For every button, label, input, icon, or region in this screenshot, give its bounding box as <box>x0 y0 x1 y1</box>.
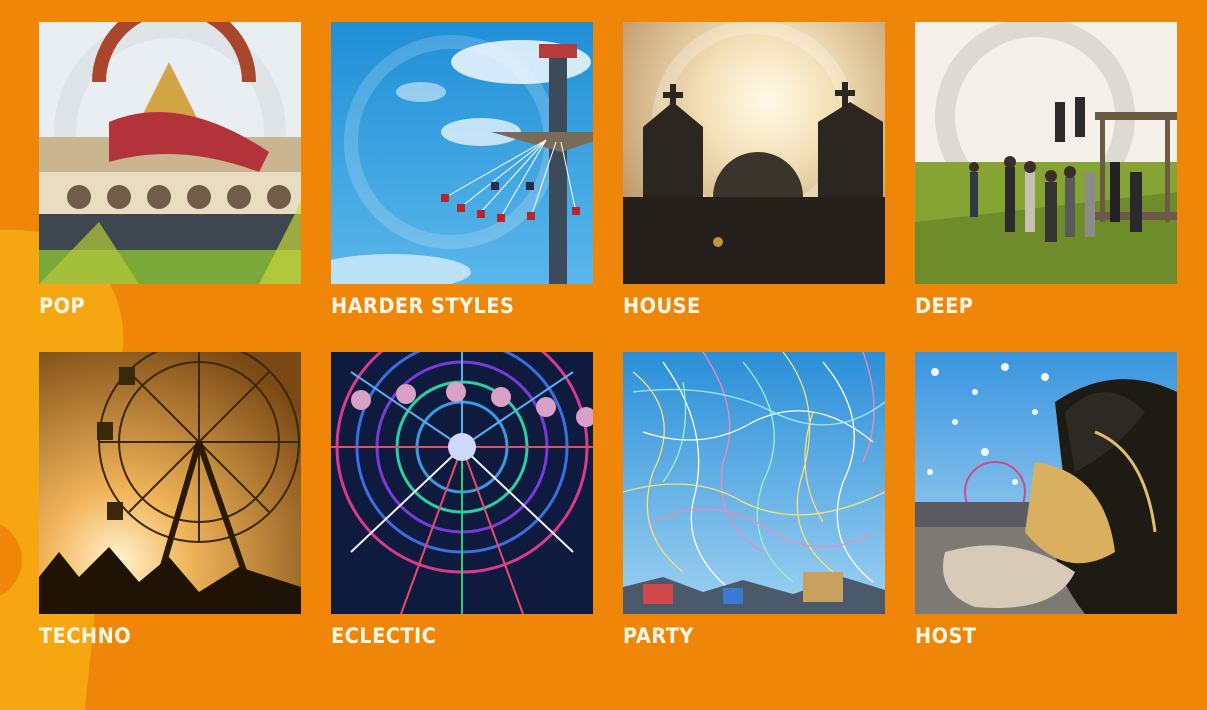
ferris-wheel-sunset-photo[interactable] <box>39 352 301 614</box>
genre-label[interactable]: PARTY <box>623 624 694 648</box>
genre-tile-harder-styles[interactable]: HARDER STYLES <box>331 22 593 352</box>
genre-tile-host[interactable]: HOST <box>915 352 1177 682</box>
genre-label[interactable]: POP <box>39 294 86 318</box>
neon-ferris-wheel-photo[interactable] <box>331 352 593 614</box>
feather-costume-photo[interactable] <box>915 352 1177 614</box>
genre-tile-house[interactable]: HOUSE <box>623 22 885 352</box>
genre-grid: POP <box>39 22 1177 682</box>
genre-tile-techno[interactable]: TECHNO <box>39 352 301 682</box>
decorative-shape <box>0 520 22 600</box>
genre-label[interactable]: DEEP <box>915 294 974 318</box>
genre-tile-eclectic[interactable]: ECLECTIC <box>331 352 593 682</box>
genre-label[interactable]: ECLECTIC <box>331 624 437 648</box>
stage-crowd-photo[interactable] <box>39 22 301 284</box>
swing-ride-photo[interactable] <box>331 22 593 284</box>
genre-label[interactable]: HOUSE <box>623 294 701 318</box>
genre-tile-deep[interactable]: DEEP <box>915 22 1177 352</box>
people-on-grass-photo[interactable] <box>915 22 1177 284</box>
genre-label[interactable]: HARDER STYLES <box>331 294 515 318</box>
genre-label[interactable]: TECHNO <box>39 624 132 648</box>
genre-label[interactable]: HOST <box>915 624 977 648</box>
streamers-photo[interactable] <box>623 352 885 614</box>
genre-tile-party[interactable]: PARTY <box>623 352 885 682</box>
genre-tile-pop[interactable]: POP <box>39 22 301 352</box>
church-silhouette-photo[interactable] <box>623 22 885 284</box>
